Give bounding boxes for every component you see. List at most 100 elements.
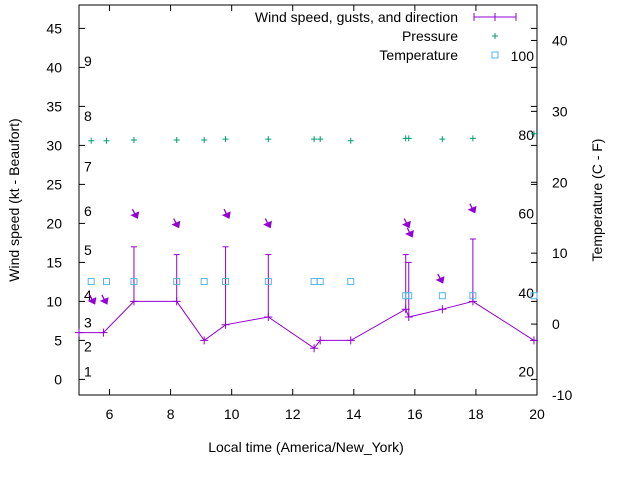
right-tick-label: 0 — [552, 316, 560, 332]
legend-label-temperature: Temperature — [379, 47, 458, 63]
direction-arrow-head — [171, 220, 181, 229]
left-tick-label: 35 — [46, 98, 62, 114]
temperature-point — [438, 292, 446, 300]
legend: Wind speed, gusts, and direction Pressur… — [255, 9, 517, 63]
pressure-point — [265, 136, 272, 143]
wind-point — [200, 336, 209, 345]
temperature-point — [310, 278, 318, 286]
right-tick-label: -10 — [552, 387, 572, 403]
pressure-point — [201, 136, 208, 143]
fahrenheit-label: 60 — [518, 205, 534, 221]
pressure-point — [222, 136, 229, 143]
temperature-point — [264, 278, 272, 286]
pressure-series — [88, 130, 537, 144]
legend-wind-marker — [491, 13, 499, 21]
temperature-point — [222, 278, 230, 286]
direction-arrow-head — [130, 211, 140, 219]
legend-sample-pressure — [492, 33, 498, 39]
direction-arrow-head — [99, 297, 109, 305]
wind-point — [529, 336, 538, 345]
pressure-point — [88, 137, 95, 144]
gust-bars — [130, 238, 476, 325]
wind-point — [401, 305, 410, 314]
wind-point — [264, 313, 273, 321]
pressure-point — [439, 136, 446, 143]
legend-label-pressure: Pressure — [402, 28, 458, 44]
right-tick-label: 40 — [552, 32, 568, 48]
wind-line — [79, 300, 535, 349]
temperature-point — [530, 292, 538, 300]
wind-point — [129, 297, 138, 306]
wind-series — [75, 297, 538, 353]
beaufort-label: 1 — [84, 364, 92, 380]
temperature-series — [87, 278, 538, 300]
bottom-axis-ticks: 6 8 10 12 14 16 18 20 — [106, 5, 545, 422]
wind-point — [310, 344, 319, 353]
legend-temperature-marker — [491, 51, 499, 59]
fahrenheit-label: 40 — [518, 285, 534, 301]
fahrenheit-label: 100 — [511, 48, 535, 64]
beaufort-label: 3 — [84, 314, 92, 330]
left-tick-label: 15 — [46, 254, 62, 270]
pressure-point — [103, 137, 110, 144]
legend-sample-wind — [473, 13, 517, 21]
pressure-point — [173, 136, 180, 143]
wind-point — [221, 320, 230, 329]
temperature-point — [469, 292, 477, 300]
wind-point — [75, 328, 83, 337]
fahrenheit-scale: 20 40 60 80 100 — [511, 48, 535, 380]
direction-arrow-head — [87, 297, 97, 305]
x-axis-label: Local time (America/New_York) — [208, 439, 404, 455]
temperature-point — [347, 278, 355, 286]
beaufort-label: 8 — [84, 108, 92, 124]
temperature-point — [200, 278, 208, 286]
temperature-point — [87, 278, 95, 286]
beaufort-label: 7 — [84, 158, 92, 174]
wind-point — [404, 313, 413, 321]
left-tick-label: 45 — [46, 20, 62, 36]
pressure-point — [347, 137, 354, 144]
left-axis-ticks: 0 5 10 15 20 25 30 35 40 45 — [46, 20, 537, 387]
bottom-tick-label: 10 — [224, 406, 240, 422]
pressure-point — [130, 136, 137, 143]
temperature-point — [316, 278, 324, 286]
left-tick-label: 40 — [46, 59, 62, 75]
wind-point — [172, 297, 181, 306]
pressure-point — [530, 130, 537, 137]
bottom-tick-label: 20 — [529, 406, 545, 422]
beaufort-scale: 1 2 3 4 5 6 7 8 9 — [84, 53, 92, 379]
direction-arrow-head — [263, 220, 272, 229]
bottom-tick-label: 16 — [407, 406, 423, 422]
direction-arrow-head — [467, 205, 477, 214]
temperature-point — [173, 278, 181, 286]
right-tick-label: 20 — [552, 174, 568, 190]
fahrenheit-label: 20 — [518, 364, 534, 380]
right-tick-label: 30 — [552, 103, 568, 119]
bottom-tick-label: 14 — [346, 406, 362, 422]
left-tick-label: 20 — [46, 215, 62, 231]
beaufort-label: 2 — [84, 339, 92, 355]
wind-point — [316, 336, 325, 345]
legend-pressure-marker — [492, 33, 498, 39]
right-axis-ticks: -10 0 10 20 30 40 — [531, 32, 572, 403]
plot-frame — [78, 4, 538, 396]
direction-arrow-head — [402, 220, 411, 229]
left-tick-label: 30 — [46, 137, 62, 153]
beaufort-label: 5 — [84, 242, 92, 258]
pressure-point — [405, 135, 412, 142]
beaufort-label: 6 — [84, 203, 92, 219]
bottom-tick-label: 8 — [167, 406, 175, 422]
fahrenheit-label: 80 — [518, 127, 534, 143]
direction-arrow-head — [221, 211, 231, 219]
temperature-point — [405, 292, 413, 300]
wind-direction-arrows — [87, 203, 477, 305]
direction-arrow-head — [435, 276, 445, 284]
left-tick-label: 25 — [46, 176, 62, 192]
legend-label-wind: Wind speed, gusts, and direction — [255, 9, 458, 25]
temperature-point — [102, 278, 110, 286]
right-tick-label: 10 — [552, 245, 568, 261]
wind-point — [438, 305, 447, 314]
left-tick-label: 0 — [54, 371, 62, 387]
left-tick-label: 10 — [46, 293, 62, 309]
